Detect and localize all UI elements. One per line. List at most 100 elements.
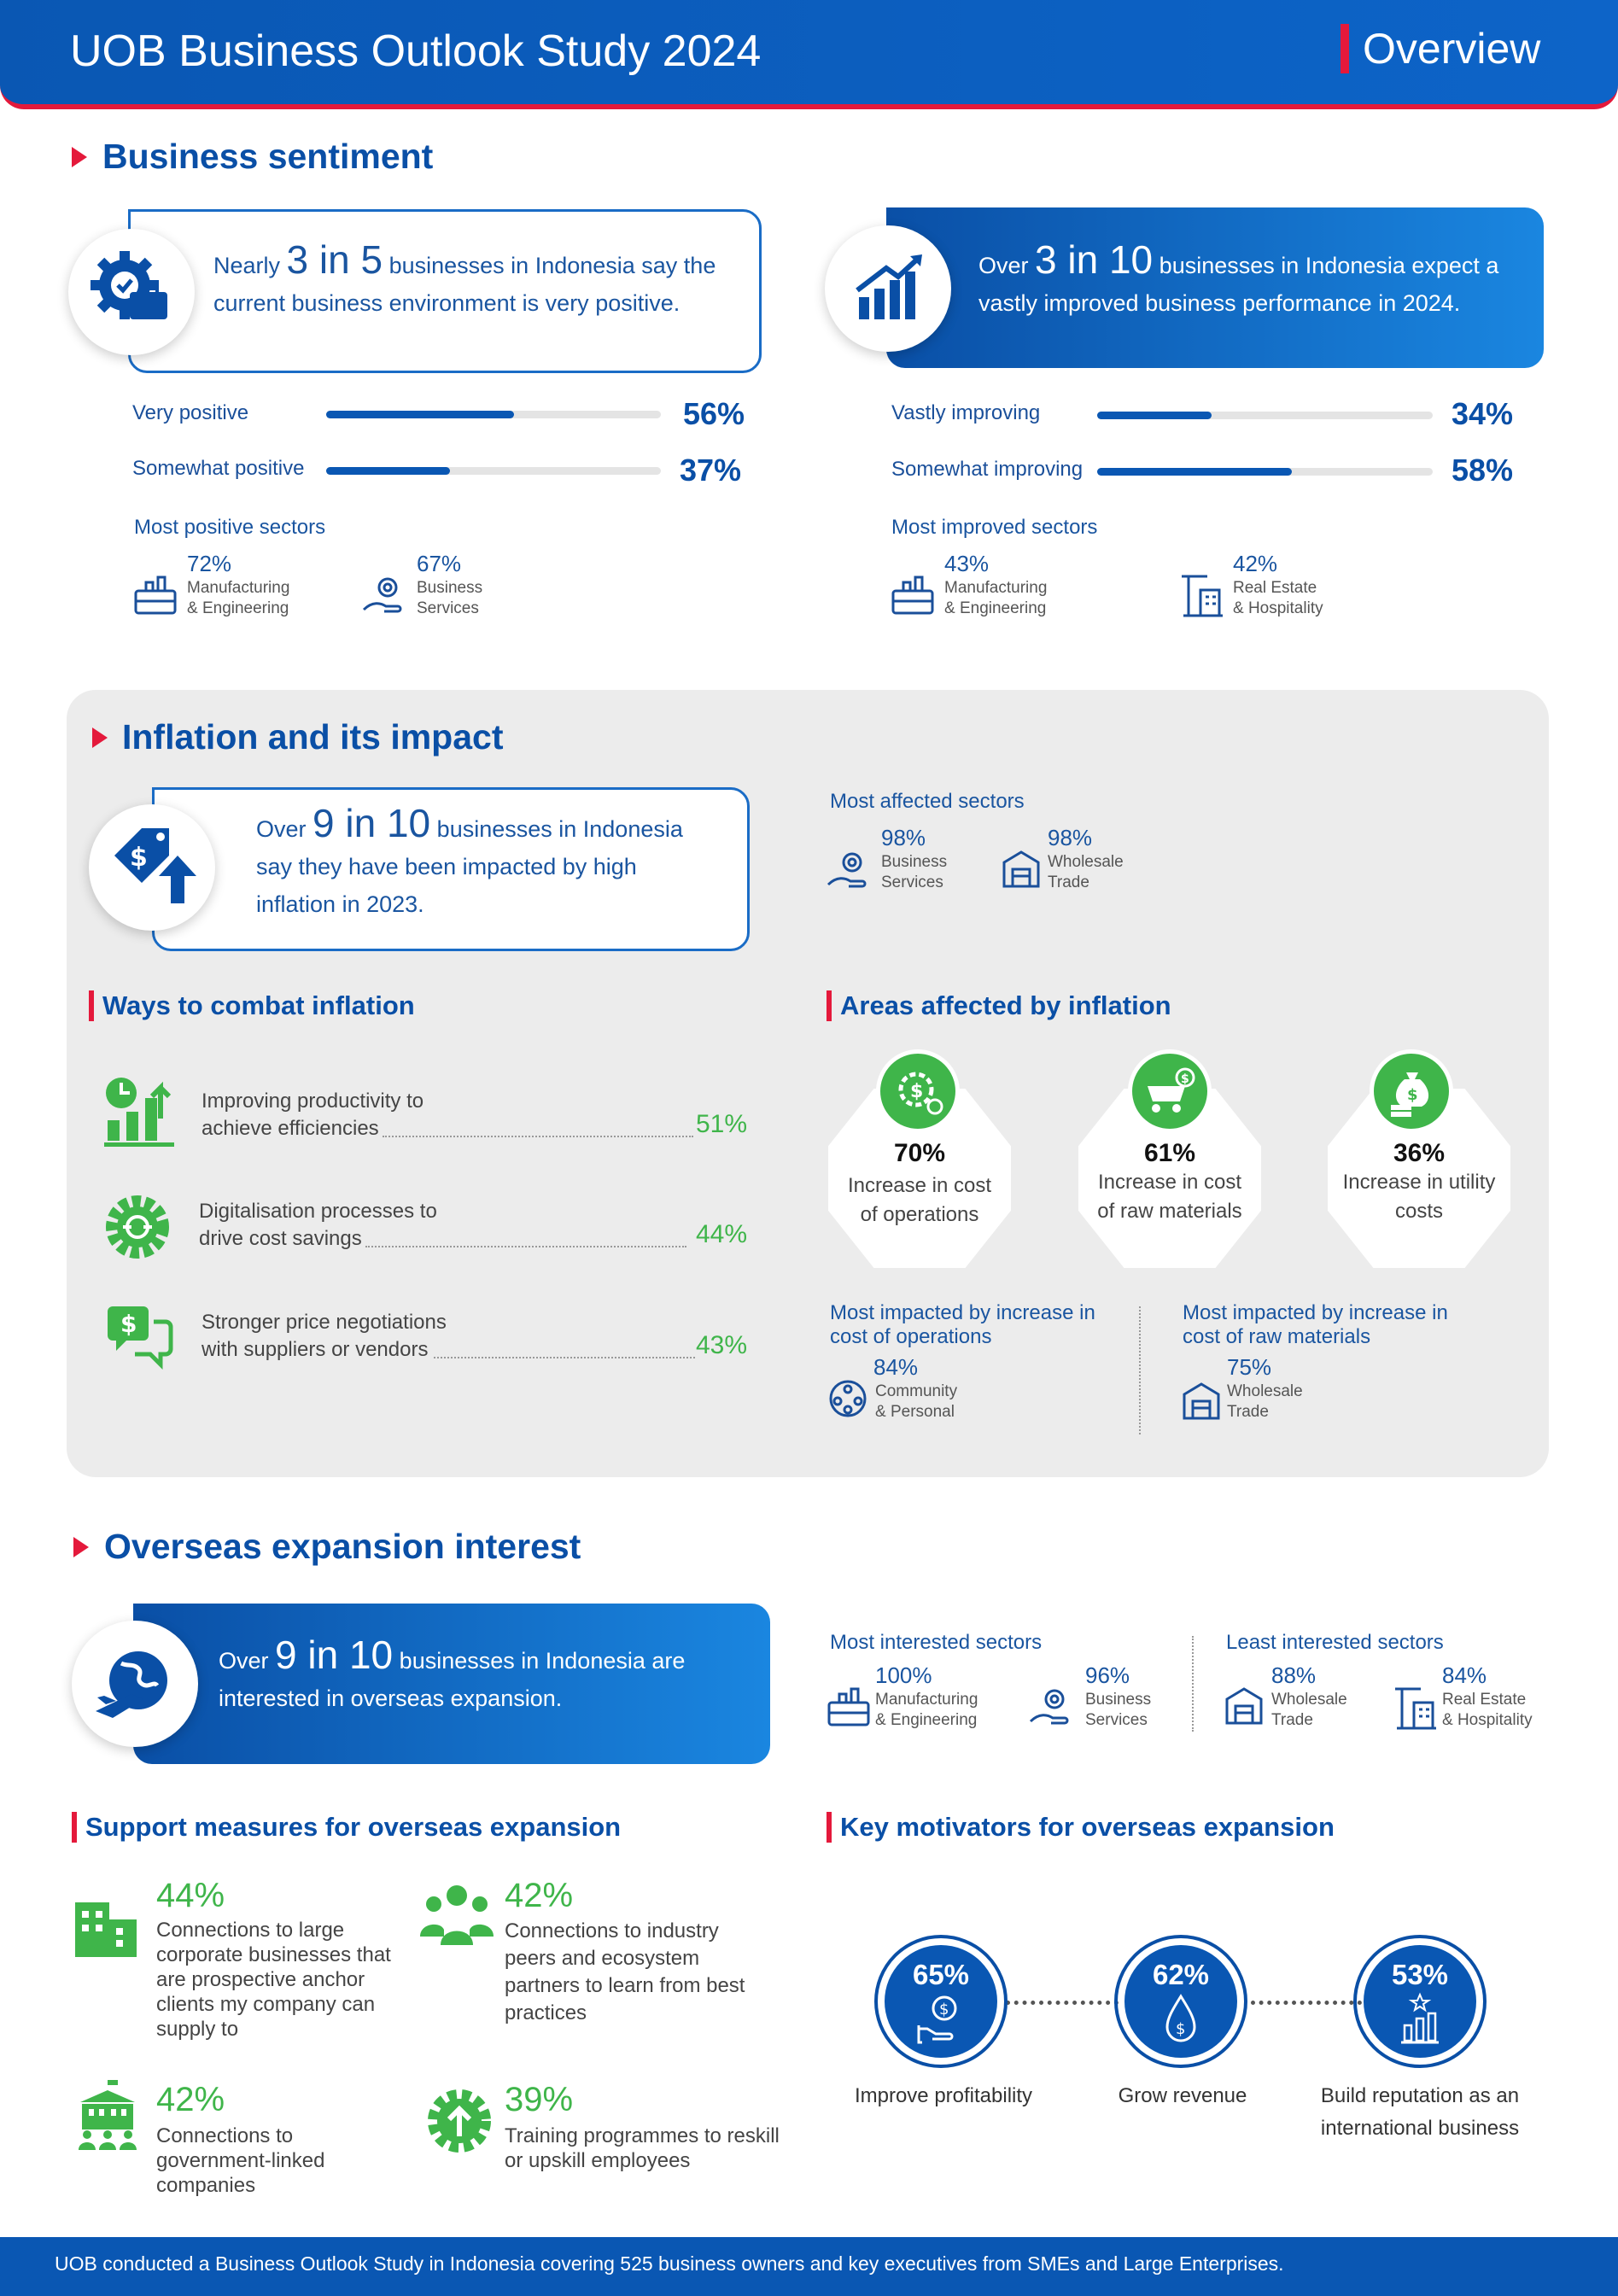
support-text: Connections to large corporate businesse… xyxy=(156,1919,391,2041)
combat-pct: 44% xyxy=(696,1220,748,1248)
area-pct: 61% xyxy=(1143,1139,1196,1167)
sector-pct: 100% xyxy=(875,1662,932,1688)
combat-pct: 43% xyxy=(696,1331,748,1359)
area-label: Increase in cost of raw materials xyxy=(1097,1171,1242,1223)
factory-icon xyxy=(132,570,178,622)
leader-dots xyxy=(383,1136,693,1137)
motivator-circle: 53% xyxy=(1364,1945,1476,2058)
svg-text:$: $ xyxy=(130,843,148,873)
support-text: Connections to government-linked compani… xyxy=(156,2124,325,2197)
globe-plane-icon xyxy=(72,1621,198,1747)
operations-cost-icon: $ xyxy=(876,1049,960,1133)
gear-upgrade-icon xyxy=(425,2087,494,2159)
building-crane-icon xyxy=(1392,1680,1440,1736)
sector-pct: 98% xyxy=(881,825,926,850)
price-tag-arrow-icon: $ xyxy=(89,804,215,931)
svg-text:$: $ xyxy=(1176,2020,1185,2038)
motivator-circle: 65% $ xyxy=(885,1945,997,2058)
support-pct: 42% xyxy=(156,2081,225,2118)
improved-sectors-heading: Most improved sectors xyxy=(891,516,1098,539)
section-label: Overview xyxy=(1341,24,1540,73)
bar-label-somewhat-positive: Somewhat positive xyxy=(132,457,305,480)
svg-text:$: $ xyxy=(910,1081,923,1102)
hand-gear-icon xyxy=(362,570,408,622)
motivator-pct: 53% xyxy=(1391,1959,1449,1990)
inflation-title: Inflation and its impact xyxy=(122,717,504,757)
people-group-icon xyxy=(420,1884,494,1953)
page-title: UOB Business Outlook Study 2024 xyxy=(70,26,762,76)
section-marker-icon xyxy=(72,147,87,167)
government-building-icon xyxy=(72,2078,143,2154)
sector-name: Community & Personal xyxy=(875,1382,958,1421)
bar-track xyxy=(326,411,661,418)
bar-fill-somewhat-positive xyxy=(326,467,451,475)
office-buildings-icon xyxy=(72,1899,140,1963)
inflation-card xyxy=(152,787,750,951)
support-pct: 42% xyxy=(505,1877,574,1914)
raw-materials-cart-icon: $ xyxy=(1128,1049,1212,1133)
utility-money-bag-icon: $ xyxy=(1370,1049,1453,1133)
bar-label-very-positive: Very positive xyxy=(132,401,249,424)
sector-name: Manufacturing & Engineering xyxy=(944,579,1048,617)
overseas-card-text: Over 9 in 10 businesses in Indonesia are… xyxy=(219,1633,686,1711)
bar-track xyxy=(1097,468,1433,476)
footer-text: UOB conducted a Business Outlook Study i… xyxy=(55,2252,1284,2275)
sentiment-right-text: Over 3 in 10 businesses in Indonesia exp… xyxy=(978,237,1499,316)
inflation-card-text: Over 9 in 10 businesses in Indonesia say … xyxy=(256,801,683,917)
connector-dots xyxy=(1251,2001,1362,2005)
combat-pct: 51% xyxy=(696,1110,748,1138)
community-people-icon xyxy=(827,1377,869,1424)
area-pct: 36% xyxy=(1393,1139,1446,1167)
svg-text:$: $ xyxy=(939,2001,949,2018)
sector-pct: 84% xyxy=(1442,1662,1487,1688)
bar-pct-vastly-improving: 34% xyxy=(1452,396,1514,431)
sector-name: Manufacturing & Engineering xyxy=(875,1691,978,1729)
hand-coin-icon: $ xyxy=(917,1995,957,2044)
support-pct: 44% xyxy=(156,1877,225,1914)
sector-pct: 42% xyxy=(1233,551,1278,576)
combat-item-text: Stronger price negotiations with supplier… xyxy=(202,1311,447,1361)
motivator-pct: 62% xyxy=(1152,1959,1210,1990)
bar-fill-somewhat-improving xyxy=(1097,468,1292,476)
sentiment-right-card xyxy=(886,207,1544,368)
bar-track xyxy=(326,467,661,475)
support-text: Training programmes to reskill or upskil… xyxy=(505,2124,780,2172)
sector-name: Manufacturing & Engineering xyxy=(187,579,290,617)
section-marker-icon xyxy=(92,727,108,748)
leader-dots xyxy=(365,1246,686,1247)
support-pct: 39% xyxy=(505,2081,574,2118)
growth-chart-icon xyxy=(825,225,951,352)
price-chat-icon: $ xyxy=(104,1303,174,1377)
connector-dots xyxy=(1006,2001,1119,2005)
support-title: Support measures for overseas expansion xyxy=(72,1812,621,1843)
bar-fill-vastly-improving xyxy=(1097,412,1212,419)
sector-name: Wholesale Trade xyxy=(1271,1691,1347,1729)
hand-gear-icon xyxy=(1029,1682,1075,1734)
money-drop-icon: $ xyxy=(1165,1994,1196,2042)
divider xyxy=(1192,1636,1194,1732)
sector-name: Real Estate & Hospitality xyxy=(1233,579,1323,617)
areas-title: Areas affected by inflation xyxy=(827,990,1171,1021)
bar-label-vastly-improving: Vastly improving xyxy=(891,401,1041,424)
sector-name: Business Services xyxy=(881,853,948,891)
area-label: Increase in cost of operations xyxy=(847,1174,992,1226)
motivator-circle: 62% $ xyxy=(1124,1945,1237,2058)
sector-pct: 43% xyxy=(944,551,990,576)
motivator-ring: 62% $ xyxy=(1114,1935,1247,2068)
gear-briefcase-icon xyxy=(68,229,195,355)
sentiment-left-card xyxy=(128,209,762,373)
least-interested-heading: Least interested sectors xyxy=(1226,1631,1444,1654)
sector-name: Wholesale Trade xyxy=(1048,853,1124,891)
hand-gear-icon xyxy=(827,845,873,897)
combat-title: Ways to combat inflation xyxy=(89,990,415,1021)
sector-name: Business Services xyxy=(417,579,483,617)
digital-gear-icon xyxy=(102,1192,172,1266)
combat-item-text: Improving productivity to achieve efficie… xyxy=(202,1090,424,1140)
most-interested-heading: Most interested sectors xyxy=(830,1631,1043,1654)
sector-name: Business Services xyxy=(1085,1691,1152,1729)
affected-sectors-heading: Most affected sectors xyxy=(830,790,1025,813)
impact-raw-heading: Most impacted by increase in cost of raw … xyxy=(1183,1301,1448,1348)
bar-fill-very-positive xyxy=(326,411,514,418)
divider xyxy=(1139,1306,1141,1434)
overseas-card xyxy=(133,1604,770,1764)
